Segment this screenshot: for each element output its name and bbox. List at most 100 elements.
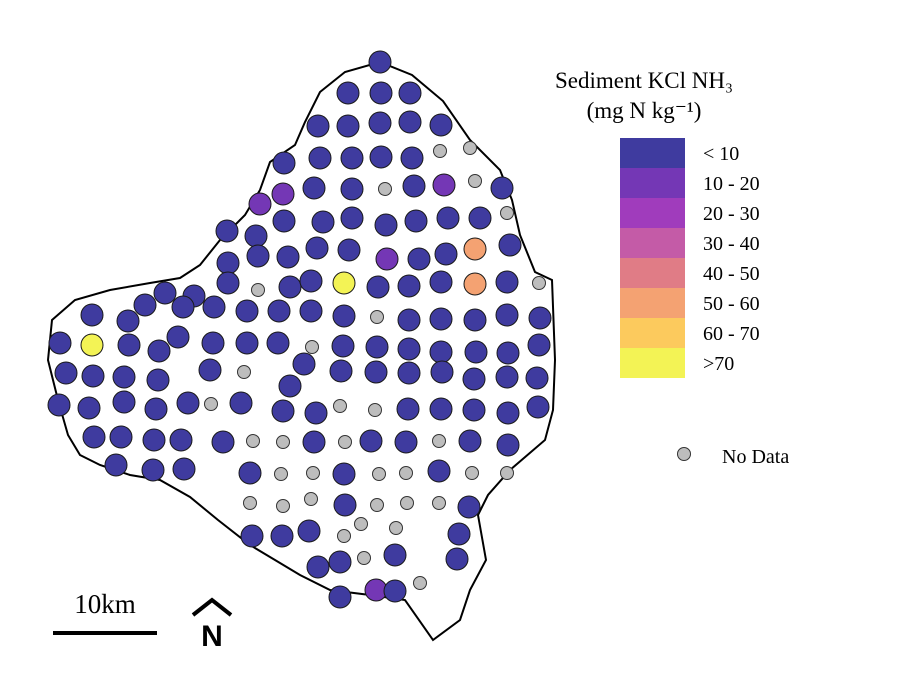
legend-label: 30 - 40 xyxy=(703,233,760,255)
legend-swatch xyxy=(620,168,685,198)
no-data-point xyxy=(432,496,446,510)
no-data-point xyxy=(338,435,352,449)
sample-point xyxy=(302,430,326,454)
legend-swatch xyxy=(620,318,685,348)
no-data-point xyxy=(357,551,371,565)
sample-point xyxy=(398,81,422,105)
sample-point xyxy=(172,457,196,481)
sample-point xyxy=(463,272,487,296)
sample-point xyxy=(462,367,486,391)
sample-point xyxy=(332,271,356,295)
sample-point xyxy=(397,361,421,385)
no-data-point xyxy=(276,499,290,513)
sample-point xyxy=(153,281,177,305)
sample-point xyxy=(336,81,360,105)
sample-point xyxy=(302,176,326,200)
no-data-point xyxy=(274,467,288,481)
sample-point xyxy=(81,364,105,388)
legend: Sediment KCl NH₃ (mg N kg⁻¹) < 10 10 - 20… xyxy=(555,68,789,468)
sample-point xyxy=(235,299,259,323)
sample-point xyxy=(432,173,456,197)
sample-point xyxy=(276,245,300,269)
sample-point xyxy=(429,397,453,421)
no-data-point xyxy=(372,467,386,481)
sample-point xyxy=(340,146,364,170)
sample-point xyxy=(244,224,268,248)
no-data-point xyxy=(463,141,477,155)
sample-point xyxy=(272,209,296,233)
sample-point xyxy=(333,493,357,517)
sample-point xyxy=(366,275,390,299)
sample-point xyxy=(429,307,453,331)
legend-swatch xyxy=(620,198,685,228)
sample-point xyxy=(267,299,291,323)
sample-point xyxy=(463,237,487,261)
sample-point xyxy=(297,519,321,543)
sample-point xyxy=(306,114,330,138)
sample-point xyxy=(171,295,195,319)
sample-point xyxy=(458,429,482,453)
no-data-point xyxy=(246,434,260,448)
sample-point xyxy=(496,433,520,457)
legend-classes: < 10 10 - 20 20 - 30 30 - 40 40 - 50 50 - 60 6… xyxy=(620,138,760,378)
no-data-point xyxy=(204,397,218,411)
sample-point xyxy=(368,111,392,135)
sample-point xyxy=(80,303,104,327)
sample-point xyxy=(495,303,519,327)
sample-point xyxy=(144,397,168,421)
no-data-point xyxy=(354,517,368,531)
sample-point xyxy=(308,146,332,170)
sample-point xyxy=(340,177,364,201)
no-data-point xyxy=(370,498,384,512)
sample-point xyxy=(445,547,469,571)
sample-point xyxy=(398,110,422,134)
no-data-point xyxy=(276,435,290,449)
sample-point xyxy=(402,174,426,198)
sample-point xyxy=(141,458,165,482)
sample-point xyxy=(271,399,295,423)
sample-point xyxy=(240,524,264,548)
sample-point xyxy=(434,242,458,266)
legend-label: >70 xyxy=(703,353,734,375)
sample-point xyxy=(215,219,239,243)
sample-point xyxy=(77,396,101,420)
sample-point xyxy=(463,308,487,332)
sample-point xyxy=(47,393,71,417)
sample-point xyxy=(396,397,420,421)
sample-point xyxy=(526,395,550,419)
sample-point xyxy=(496,401,520,425)
sample-point xyxy=(238,461,262,485)
sample-point xyxy=(304,401,328,425)
sample-points xyxy=(47,50,552,609)
legend-swatch xyxy=(620,348,685,378)
sample-point xyxy=(527,333,551,357)
sample-point xyxy=(133,293,157,317)
scale-bar-label: 10km xyxy=(74,589,136,619)
legend-swatch xyxy=(620,258,685,288)
sample-point xyxy=(331,334,355,358)
no-data-point xyxy=(468,174,482,188)
legend-label: < 10 xyxy=(703,143,739,165)
no-data-point xyxy=(368,403,382,417)
no-data-point xyxy=(337,529,351,543)
north-arrow-icon xyxy=(191,597,233,617)
sample-point xyxy=(299,269,323,293)
legend-label: 10 - 20 xyxy=(703,173,760,195)
sample-point xyxy=(397,337,421,361)
no-data-point xyxy=(304,492,318,506)
sample-point xyxy=(211,430,235,454)
sample-point xyxy=(246,244,270,268)
sample-point xyxy=(299,299,323,323)
sample-point xyxy=(328,550,352,574)
sample-point xyxy=(270,524,294,548)
sample-point xyxy=(429,270,453,294)
sample-point xyxy=(464,340,488,364)
no-data-point xyxy=(389,521,403,535)
sample-point xyxy=(198,358,222,382)
sample-point xyxy=(429,340,453,364)
sample-point xyxy=(176,391,200,415)
sample-point xyxy=(375,247,399,271)
no-data-point xyxy=(237,365,251,379)
sample-point xyxy=(447,522,471,546)
